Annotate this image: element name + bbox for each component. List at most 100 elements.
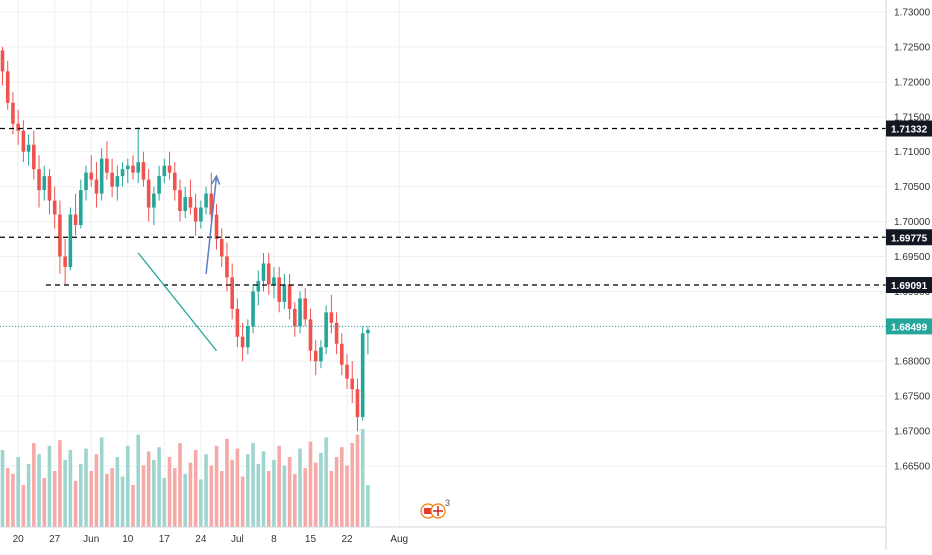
volume-bar [162, 478, 167, 527]
candle[interactable] [308, 319, 313, 351]
candle[interactable] [146, 179, 151, 208]
candle[interactable] [293, 308, 297, 327]
candle[interactable] [366, 329, 370, 334]
price-tick-label: 1.68000 [894, 357, 931, 368]
candle[interactable] [172, 172, 177, 191]
candle[interactable] [199, 207, 203, 222]
candle[interactable] [188, 197, 193, 208]
volume-bar [21, 485, 26, 527]
candle[interactable] [334, 322, 339, 344]
candle[interactable] [282, 284, 287, 302]
candle[interactable] [94, 179, 99, 194]
volume-bar [308, 441, 313, 527]
candle[interactable] [230, 277, 234, 309]
candle[interactable] [79, 190, 83, 226]
candle[interactable] [183, 197, 187, 212]
candle[interactable] [214, 214, 219, 239]
candle[interactable] [287, 284, 292, 309]
candle[interactable] [26, 144, 31, 152]
candle[interactable] [84, 172, 88, 191]
candle[interactable] [63, 256, 67, 267]
candle[interactable] [58, 214, 62, 257]
candle[interactable] [204, 193, 208, 208]
candle[interactable] [11, 102, 15, 124]
candle[interactable] [178, 190, 182, 212]
trendline[interactable] [137, 252, 218, 352]
volume-bar [120, 476, 125, 527]
candle[interactable] [324, 312, 328, 348]
candle[interactable] [21, 130, 26, 152]
volume-bar [141, 465, 146, 527]
candle[interactable] [266, 263, 271, 285]
candle[interactable] [89, 172, 94, 180]
event-markers[interactable]: 3 [420, 498, 450, 519]
candle[interactable] [136, 162, 141, 173]
candle[interactable] [251, 291, 255, 327]
level-price-label: 1.69775 [891, 233, 928, 244]
volume-bar [42, 478, 47, 527]
candle[interactable] [340, 343, 344, 365]
price-levels[interactable] [0, 127, 886, 286]
candle[interactable] [303, 298, 308, 320]
candle[interactable] [277, 277, 281, 302]
flag-canada-icon-fill [424, 508, 432, 514]
candle[interactable] [256, 280, 261, 292]
candle[interactable] [99, 158, 104, 194]
time-tick-label: Aug [390, 534, 408, 545]
candle[interactable] [272, 277, 276, 285]
candle[interactable] [68, 214, 73, 267]
candle[interactable] [141, 162, 146, 180]
candle[interactable] [152, 193, 156, 208]
candle[interactable] [350, 378, 355, 390]
candle[interactable] [162, 165, 167, 177]
volume-bar [266, 471, 271, 527]
candle[interactable] [235, 308, 240, 337]
price-tick-label: 1.73000 [894, 8, 931, 19]
candle[interactable] [32, 144, 36, 170]
candle[interactable] [219, 239, 224, 257]
candle[interactable] [52, 200, 57, 215]
candle[interactable] [319, 347, 323, 362]
volume-series [0, 429, 370, 527]
candle[interactable] [105, 158, 109, 173]
candle[interactable] [298, 298, 302, 327]
candle[interactable] [125, 165, 130, 170]
arrow-shaft[interactable] [205, 176, 218, 275]
candle[interactable] [225, 256, 229, 278]
candle[interactable] [360, 333, 365, 418]
candle[interactable] [193, 207, 198, 222]
candle[interactable] [209, 193, 214, 215]
candle[interactable] [131, 165, 135, 173]
volume-bar [319, 452, 323, 527]
level-price-label-bg [886, 277, 932, 294]
candle[interactable] [47, 176, 52, 201]
candle[interactable] [345, 364, 349, 379]
candle[interactable] [110, 172, 114, 187]
candle[interactable] [115, 176, 120, 187]
candle[interactable] [355, 389, 360, 418]
candle[interactable] [120, 169, 125, 177]
volume-bar [340, 447, 344, 527]
volume-bar [58, 440, 62, 527]
candle[interactable] [261, 263, 266, 281]
volume-bar [11, 473, 15, 527]
candle[interactable] [157, 176, 161, 194]
candle[interactable] [329, 312, 334, 323]
volume-bar [68, 450, 73, 527]
candle[interactable] [42, 176, 47, 191]
candle[interactable] [240, 336, 245, 348]
candle[interactable] [0, 50, 5, 72]
candle[interactable] [73, 214, 78, 226]
volume-bar [183, 473, 187, 527]
candle[interactable] [313, 350, 318, 362]
time-axis[interactable]: 20 27 Jun 10 17 24 Jul 8 15 22 Aug [13, 534, 409, 545]
volume-bar [199, 479, 203, 527]
candle[interactable] [37, 169, 41, 191]
candle[interactable] [5, 71, 10, 103]
candle[interactable] [167, 165, 172, 173]
candle[interactable] [16, 123, 20, 131]
price-axis[interactable]: 1.73000 1.72500 1.72000 1.71500 1.71000 1.705… [886, 8, 932, 473]
candle[interactable] [246, 326, 250, 348]
